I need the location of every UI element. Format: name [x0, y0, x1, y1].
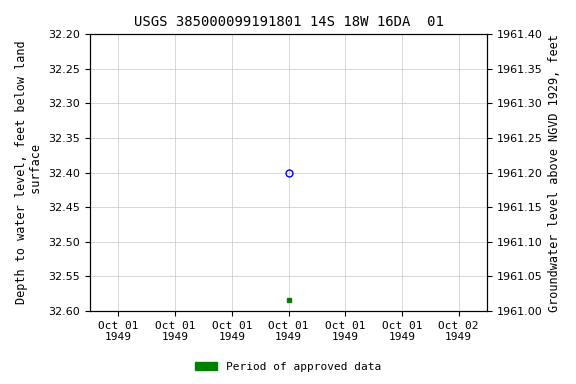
- Y-axis label: Depth to water level, feet below land
 surface: Depth to water level, feet below land su…: [15, 41, 43, 305]
- Title: USGS 385000099191801 14S 18W 16DA  01: USGS 385000099191801 14S 18W 16DA 01: [134, 15, 444, 29]
- Legend: Period of approved data: Period of approved data: [191, 358, 385, 377]
- Y-axis label: Groundwater level above NGVD 1929, feet: Groundwater level above NGVD 1929, feet: [548, 34, 561, 311]
